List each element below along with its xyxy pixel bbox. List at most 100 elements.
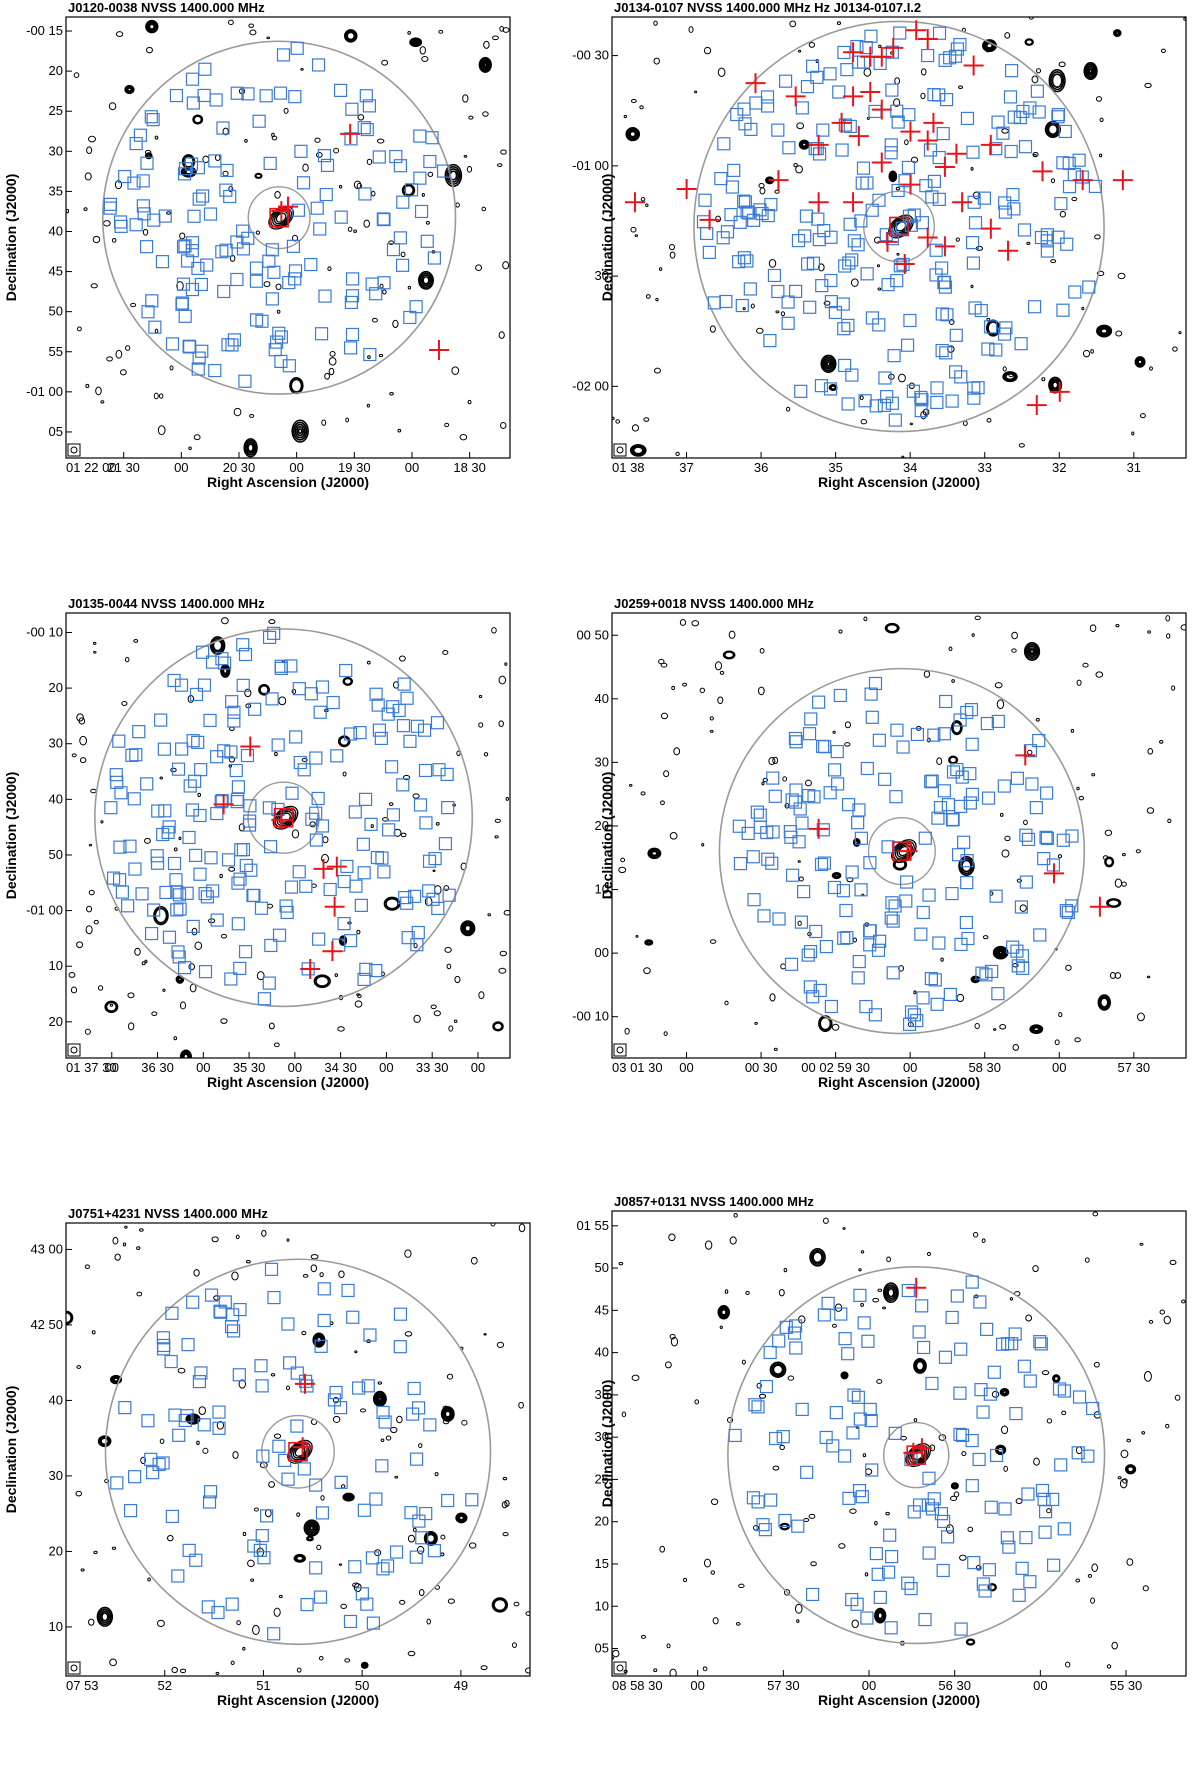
galaxy-square <box>167 673 181 688</box>
y-tick-label: -02 00 <box>572 378 609 393</box>
contour <box>412 1527 417 1533</box>
contour <box>862 1453 867 1458</box>
galaxy-square <box>208 363 222 378</box>
contour <box>810 1561 817 1567</box>
galaxy-square <box>414 204 429 219</box>
y-tick-label: 10 <box>595 882 609 897</box>
y-tick-label: 00 <box>595 945 609 960</box>
contour <box>466 165 473 173</box>
contour <box>301 757 308 763</box>
galaxy-square <box>309 1478 323 1492</box>
galaxy-square <box>204 1288 219 1302</box>
contour <box>874 1521 878 1526</box>
galaxy-square <box>717 137 731 151</box>
galaxy-square <box>891 115 905 129</box>
contour <box>88 889 95 896</box>
galaxy-square <box>262 976 276 990</box>
contour <box>1050 259 1057 264</box>
contour <box>796 1619 800 1623</box>
contour <box>503 909 510 916</box>
contour <box>451 366 460 375</box>
galaxy-square <box>339 663 353 678</box>
galaxy-square <box>764 197 778 212</box>
y-tick-label: 45 <box>49 264 63 279</box>
galaxy-square <box>260 1509 274 1523</box>
galaxy-square <box>369 963 383 978</box>
galaxy-square <box>422 884 436 898</box>
y-tick-label: 40 <box>49 1392 63 1407</box>
galaxy-square <box>964 703 979 717</box>
galaxy-square <box>854 883 868 897</box>
contour <box>219 873 223 879</box>
contour <box>76 941 84 949</box>
galaxy-square <box>965 1479 979 1493</box>
galaxy-square <box>345 289 360 303</box>
contour <box>670 1336 679 1347</box>
contour <box>646 940 652 945</box>
contour <box>492 35 499 41</box>
galaxy-square <box>376 1562 390 1576</box>
galaxy-square <box>812 695 826 709</box>
galaxy-square <box>243 814 257 828</box>
galaxy-square <box>193 867 207 881</box>
contour <box>385 1435 392 1441</box>
galaxy-square <box>384 760 399 774</box>
contour <box>68 971 76 978</box>
contour <box>798 876 804 882</box>
galaxy-square <box>941 798 955 812</box>
galaxy-square <box>696 215 711 229</box>
galaxy-square <box>265 692 279 706</box>
contour <box>252 1624 260 1635</box>
contour <box>1091 773 1096 777</box>
galaxy-square <box>937 784 951 798</box>
contour <box>343 29 358 43</box>
galaxy-square <box>317 1313 331 1328</box>
contour <box>1134 356 1146 368</box>
contour <box>363 1663 367 1667</box>
contour <box>86 905 93 913</box>
galaxy-square <box>778 74 793 88</box>
contour <box>413 943 418 949</box>
contour <box>896 252 900 256</box>
contour <box>1001 849 1010 858</box>
galaxy-square <box>175 297 189 311</box>
contour <box>388 240 394 245</box>
galaxy-square <box>960 875 974 890</box>
galaxy-square <box>873 56 887 71</box>
galaxy-square <box>868 676 883 691</box>
galaxy-square <box>171 762 186 776</box>
contour <box>413 1014 421 1023</box>
galaxy-square <box>137 207 151 221</box>
contour <box>444 946 452 953</box>
galaxy-square <box>165 1306 179 1320</box>
plot-area <box>66 1223 530 1675</box>
x-tick-label: 58 30 <box>968 1060 1001 1075</box>
contour <box>1097 994 1111 1011</box>
galaxy-square <box>860 176 874 190</box>
galaxy-square <box>1010 944 1024 958</box>
contour <box>145 19 159 34</box>
galaxy-square <box>178 162 193 176</box>
galaxy-square <box>372 150 386 164</box>
galaxy-square <box>438 837 453 851</box>
contour <box>876 264 880 268</box>
contour <box>775 310 780 314</box>
galaxy-square <box>967 391 981 405</box>
contour <box>394 1475 399 1479</box>
contour <box>443 1408 453 1420</box>
galaxy-square <box>861 1334 875 1348</box>
galaxy-square <box>413 129 427 143</box>
contour <box>124 1225 128 1229</box>
beam-ellipse-box <box>613 443 627 457</box>
galaxy-square <box>167 856 182 871</box>
galaxy-square <box>1072 153 1086 167</box>
galaxy-square <box>198 965 213 979</box>
galaxy-square <box>954 370 968 384</box>
galaxy-square <box>1013 111 1027 125</box>
galaxy-square <box>118 169 132 184</box>
contour <box>426 1618 431 1625</box>
galaxy-square <box>872 733 886 747</box>
galaxy-square <box>778 1513 792 1528</box>
contour <box>628 129 638 139</box>
x-axis-label: Right Ascension (J2000) <box>818 1692 980 1708</box>
